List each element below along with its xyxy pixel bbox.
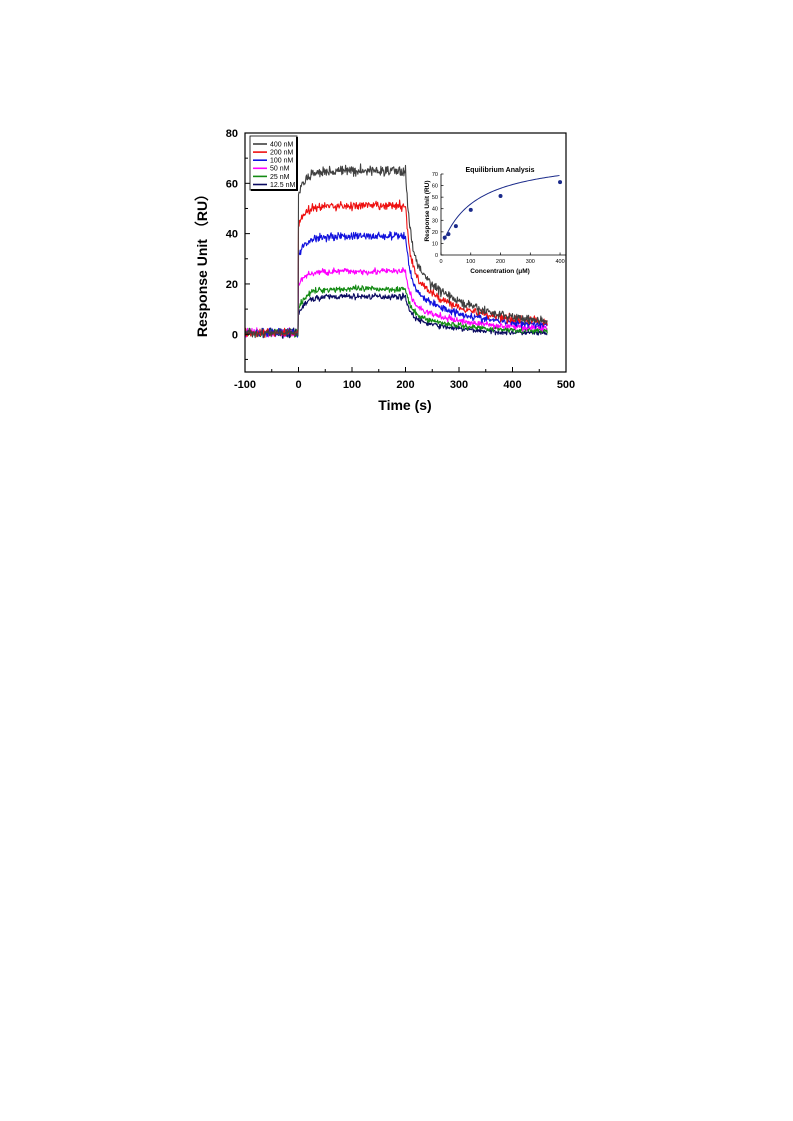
inset-y-tick-label: 40 [432, 207, 438, 213]
inset-y-tick-label: 10 [432, 241, 438, 247]
inset-data-point [453, 224, 458, 229]
main-x-tick-label: -100 [234, 379, 256, 391]
main-x-tick-label: 100 [343, 379, 361, 391]
inset-y-tick-label: 60 [432, 184, 438, 190]
inset-y-tick-label: 0 [435, 253, 438, 259]
main-y-tick-label: 0 [232, 329, 238, 341]
legend-label: 200 nM [270, 150, 294, 157]
main-x-tick-label: 300 [450, 379, 468, 391]
inset-y-axis-title: Response Unit (RU) [424, 180, 431, 241]
main-x-tick-label: 400 [503, 379, 521, 391]
sensorgram-curves [244, 163, 548, 339]
legend-label: 25 nM [270, 174, 290, 181]
inset-x-ticks: 0 100 200 300 400 [439, 252, 565, 265]
inset-y-ticks: 0 10 20 30 40 50 60 70 [432, 172, 444, 259]
main-x-tick-label: 200 [396, 379, 414, 391]
legend-label: 12.5 nM [270, 182, 295, 189]
inset-x-tick-label: 100 [466, 259, 475, 265]
inset-data-point [468, 207, 473, 212]
inset-title: Equilibrium Analysis [466, 167, 535, 174]
main-x-axis-title: Time (s) [378, 397, 431, 413]
main-x-tick-label: 500 [557, 379, 575, 391]
main-y-tick-label: 80 [226, 128, 238, 140]
inset-data-point [446, 232, 451, 237]
inset-points [442, 180, 563, 240]
main-y-axis-title: Response Unit （RU） [194, 187, 210, 337]
main-y-tick-label: 40 [226, 229, 238, 241]
inset-data-point [442, 235, 447, 240]
inset-data-point [558, 180, 563, 185]
series-line-100-nM [244, 231, 548, 338]
legend-label: 100 nM [270, 158, 294, 165]
series-line-400-nM [244, 163, 548, 339]
series-line-50-nM [244, 267, 548, 338]
series-line-12_5-nM [244, 292, 548, 339]
main-y-ticks: 0 20 40 60 80 [226, 128, 250, 360]
main-y-tick-label: 20 [226, 279, 238, 291]
inset-x-tick-label: 200 [496, 259, 505, 265]
main-y-tick-label: 60 [226, 178, 238, 190]
main-x-ticks: -100 0 100 200 300 400 500 [234, 367, 575, 391]
inset-x-axis-title: Concentration (μM) [470, 268, 530, 275]
legend-label: 400 nM [270, 141, 294, 148]
inset-y-tick-label: 70 [432, 172, 438, 178]
inset-y-tick-label: 20 [432, 230, 438, 236]
main-x-tick-label: 0 [295, 379, 301, 391]
inset-x-tick-label: 300 [526, 259, 535, 265]
inset-fit-curve [443, 175, 560, 241]
inset-x-tick-label: 0 [439, 259, 442, 265]
inset-x-tick-label: 400 [555, 259, 564, 265]
equilibrium-inset-chart: Equilibrium Analysis 0 100 200 300 400 0 10 20… [424, 167, 566, 275]
inset-y-tick-label: 50 [432, 195, 438, 201]
legend-box [249, 135, 298, 191]
inset-data-point [498, 193, 503, 198]
inset-y-tick-label: 30 [432, 218, 438, 224]
legend-label: 50 nM [270, 166, 290, 173]
